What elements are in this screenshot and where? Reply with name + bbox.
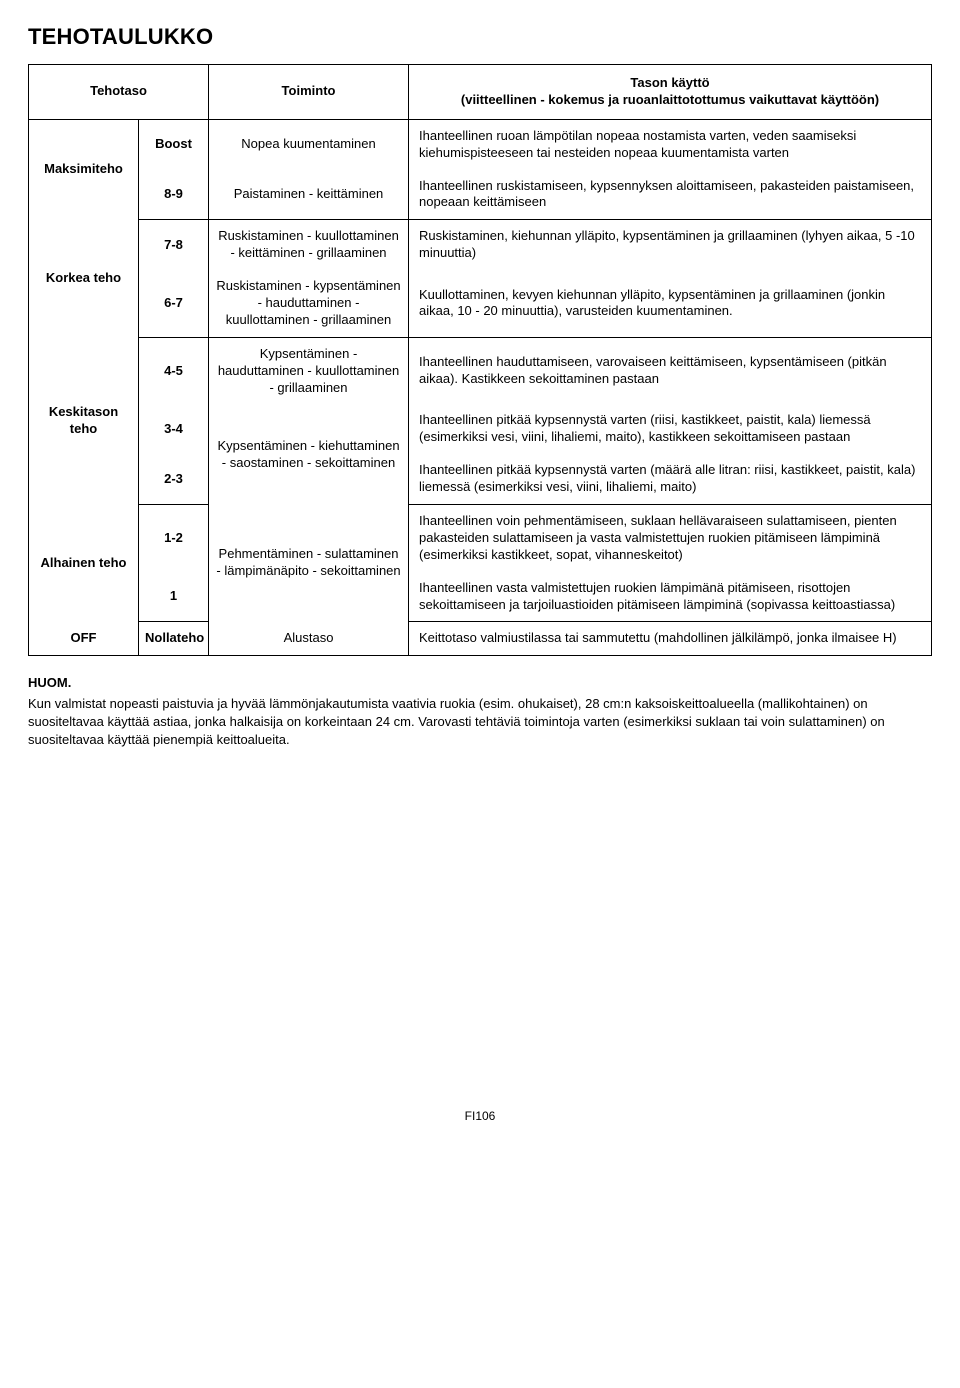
cat-maksimiteho: Maksimiteho [29, 119, 139, 220]
func-45: Kypsentäminen - hauduttaminen - kuullott… [209, 337, 409, 404]
level-1: 1 [139, 572, 209, 622]
notes-body: Kun valmistat nopeasti paistuvia ja hyvä… [28, 695, 932, 750]
level-12: 1-2 [139, 505, 209, 572]
cat-korkea: Korkea teho [29, 220, 139, 337]
desc-23: Ihanteellinen pitkää kypsennystä varten … [409, 454, 932, 504]
header-function: Toiminto [209, 65, 409, 120]
header-usage-line1: Tason käyttö [630, 75, 709, 90]
notes-heading: HUOM. [28, 674, 932, 692]
level-78: 7-8 [139, 220, 209, 270]
desc-89: Ihanteellinen ruskistamiseen, kypsennyks… [409, 170, 932, 220]
desc-off: Keittotaso valmiustilassa tai sammutettu… [409, 622, 932, 656]
level-23: 2-3 [139, 454, 209, 504]
desc-34: Ihanteellinen pitkää kypsennystä varten … [409, 404, 932, 454]
desc-boost: Ihanteellinen ruoan lämpötilan nopeaa no… [409, 119, 932, 169]
func-89: Paistaminen - keittäminen [209, 170, 409, 220]
header-category: Tehotaso [29, 65, 209, 120]
desc-67: Kuullottaminen, kevyen kiehunnan ylläpit… [409, 270, 932, 337]
func-12-1: Pehmentäminen - sulattaminen - lämpimänä… [209, 505, 409, 622]
func-78: Ruskistaminen - kuullottaminen - keittäm… [209, 220, 409, 270]
page-footer: FI106 [28, 1109, 932, 1123]
func-off: Alustaso [209, 622, 409, 656]
header-usage: Tason käyttö (viitteellinen - kokemus ja… [409, 65, 932, 120]
notes-section: HUOM. Kun valmistat nopeasti paistuvia j… [28, 674, 932, 749]
level-89: 8-9 [139, 170, 209, 220]
cat-keski: Keskitason teho [29, 337, 139, 504]
page-title: TEHOTAULUKKO [28, 24, 932, 50]
cat-alhainen: Alhainen teho [29, 505, 139, 622]
level-45: 4-5 [139, 337, 209, 404]
func-boost: Nopea kuumentaminen [209, 119, 409, 169]
func-34-23: Kypsentäminen - kiehuttaminen - saostami… [209, 404, 409, 504]
level-34: 3-4 [139, 404, 209, 454]
level-67: 6-7 [139, 270, 209, 337]
desc-12: Ihanteellinen voin pehmentämiseen, sukla… [409, 505, 932, 572]
header-usage-line2: (viitteellinen - kokemus ja ruoanlaittot… [461, 92, 879, 107]
power-table: Tehotaso Toiminto Tason käyttö (viitteel… [28, 64, 932, 656]
desc-1: Ihanteellinen vasta valmistettujen ruoki… [409, 572, 932, 622]
desc-78: Ruskistaminen, kiehunnan ylläpito, kypse… [409, 220, 932, 270]
level-off: Nollateho [139, 622, 209, 656]
desc-45: Ihanteellinen hauduttamiseen, varovaisee… [409, 337, 932, 404]
level-boost: Boost [139, 119, 209, 169]
cat-off: OFF [29, 622, 139, 656]
func-67: Ruskistaminen - kypsentäminen - haudutta… [209, 270, 409, 337]
